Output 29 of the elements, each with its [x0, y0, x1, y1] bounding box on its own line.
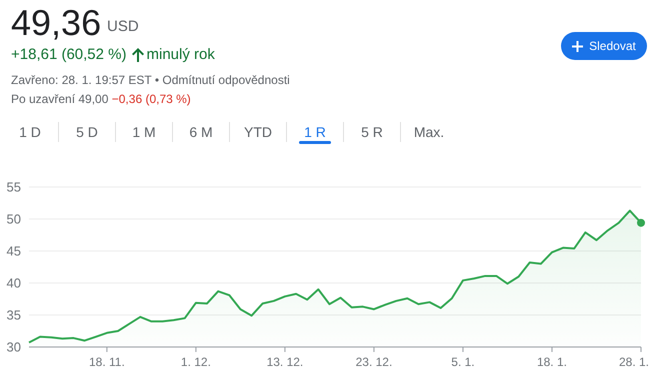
- x-tick-label: 23. 12.: [356, 355, 392, 369]
- y-tick-label: 35: [6, 308, 21, 323]
- x-tick-label: 18. 11.: [88, 355, 125, 369]
- text: Po uzavření 49,00: [11, 92, 108, 106]
- x-tick-label: 18. 1.: [536, 355, 567, 369]
- y-tick-label: 50: [6, 212, 21, 227]
- text: Sledovat: [589, 39, 636, 53]
- chart-title: 49,36: [11, 2, 102, 44]
- text: 5 R: [343, 122, 400, 142]
- text: minulý rok: [146, 46, 215, 63]
- y-tick-label: 30: [6, 340, 21, 355]
- chart-subtitle: USD: [107, 18, 139, 35]
- text: 1 D: [18, 123, 42, 142]
- text: Zavřeno: 28. 1. 19:57 EST • Odmítnutí odpovědnosti: [11, 73, 290, 87]
- x-tick-label: 1. 12.: [180, 355, 211, 369]
- text: +18,61 (60,52 %): [11, 46, 126, 63]
- x-tick-label: 13. 12.: [266, 355, 304, 369]
- text: 5 D: [58, 122, 115, 142]
- x-tick-label: 5. 1.: [451, 355, 475, 369]
- text: −0,36 (0,73 %): [112, 92, 191, 106]
- text: Max.: [400, 122, 457, 142]
- y-tick-label: 45: [6, 244, 21, 259]
- text: 6 M: [172, 122, 229, 142]
- y-tick-label: 55: [6, 180, 21, 195]
- text: 1 M: [115, 122, 172, 142]
- text: YTD: [229, 122, 286, 142]
- x-tick-label: 28. 1.: [618, 355, 649, 369]
- text: 1 R: [286, 122, 343, 142]
- y-tick-label: 40: [6, 276, 21, 291]
